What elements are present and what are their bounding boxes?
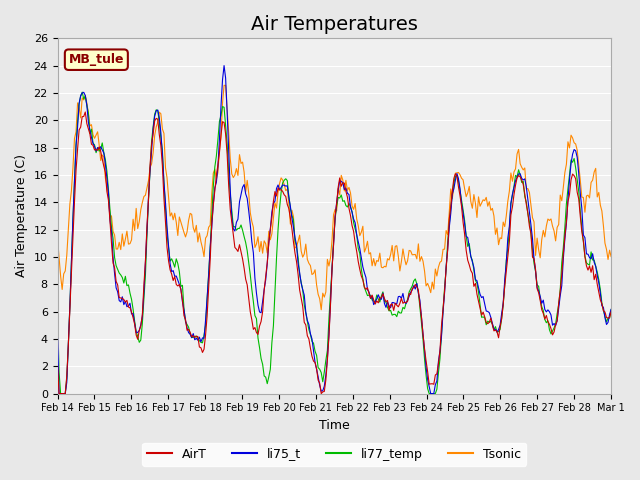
Legend: AirT, li75_t, li77_temp, Tsonic: AirT, li75_t, li77_temp, Tsonic xyxy=(142,443,526,466)
X-axis label: Time: Time xyxy=(319,419,349,432)
Y-axis label: Air Temperature (C): Air Temperature (C) xyxy=(15,155,28,277)
Text: MB_tule: MB_tule xyxy=(68,53,124,66)
Title: Air Temperatures: Air Temperatures xyxy=(251,15,418,34)
